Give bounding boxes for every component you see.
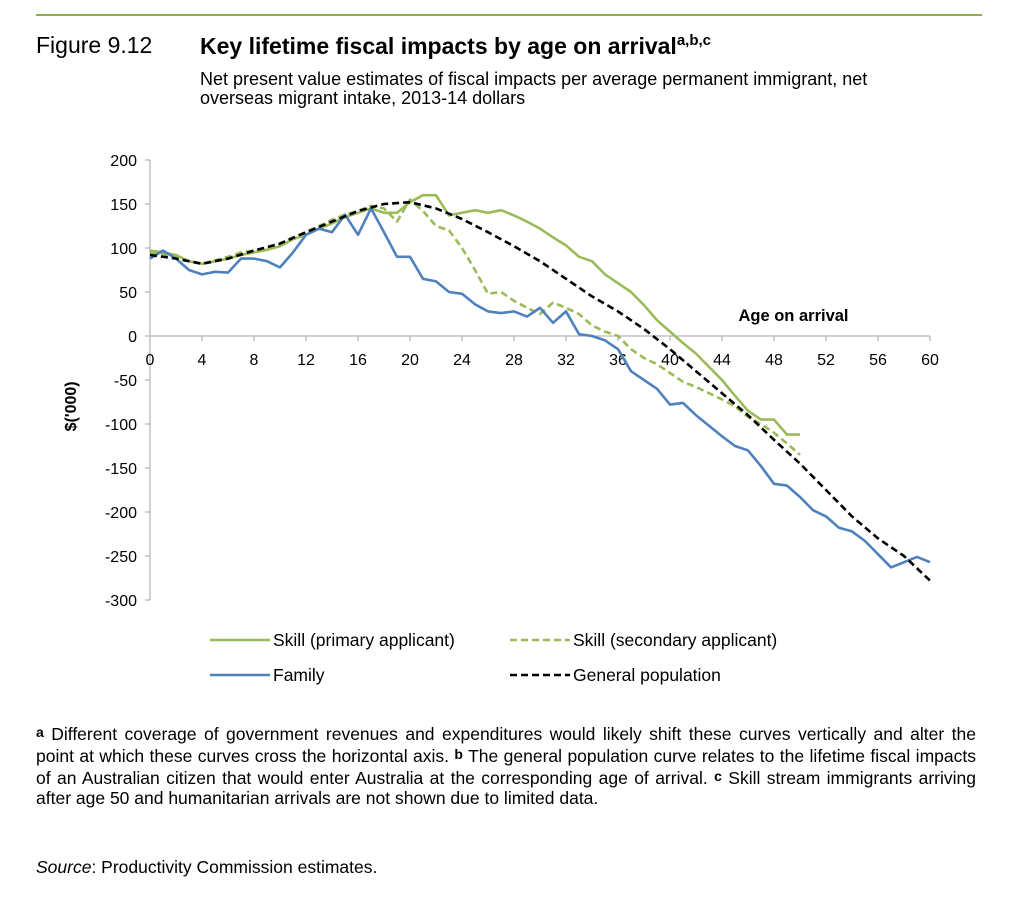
note-a-text: Different coverage of government revenue… — [36, 724, 976, 766]
series-line-2 — [149, 207, 931, 569]
x-tick-label: 16 — [349, 352, 367, 369]
y-tick-label: 50 — [119, 285, 137, 302]
figure-title-text: Key lifetime fiscal impacts by age on ar… — [200, 33, 677, 59]
x-tick-label: 28 — [505, 352, 523, 369]
x-tick-label: 8 — [250, 352, 259, 369]
figure-notes: a Different coverage of government reven… — [36, 722, 976, 808]
y-tick-label: 100 — [110, 241, 137, 258]
note-b-marker: b — [454, 746, 463, 762]
y-tick-label: -50 — [114, 373, 137, 390]
legend-label-0: Skill (primary applicant) — [273, 630, 455, 650]
x-tick-label: 52 — [817, 352, 835, 369]
source-text: : Productivity Commission estimates. — [91, 857, 378, 877]
x-tick-label: 56 — [869, 352, 887, 369]
x-tick-label: 4 — [198, 352, 207, 369]
series-line-0 — [149, 193, 800, 436]
series-line-1 — [149, 198, 801, 456]
y-tick-label: -300 — [105, 593, 137, 610]
x-tick-label: 60 — [921, 352, 939, 369]
legend-label-1: Skill (secondary applicant) — [573, 630, 777, 650]
x-tick-label: 20 — [401, 352, 419, 369]
figure-title: Key lifetime fiscal impacts by age on ar… — [200, 32, 711, 60]
source-label: Source — [36, 857, 92, 877]
legend-label-2: Family — [273, 665, 325, 685]
note-b-text: The general population curve relates to … — [36, 746, 976, 788]
figure-subtitle: Net present value estimates of fiscal im… — [200, 69, 868, 108]
x-axis-title: Age on arrival — [738, 307, 848, 325]
x-tick-label: 24 — [453, 352, 471, 369]
x-tick-label: 40 — [661, 352, 679, 369]
figure-number: Figure 9.12 — [36, 32, 153, 58]
y-tick-label: -200 — [105, 505, 137, 522]
note-c-text: Skill stream immigrants arriving after a… — [36, 768, 977, 808]
y-tick-label: 0 — [128, 329, 137, 346]
legend-label-3: General population — [573, 665, 721, 685]
y-tick-label: -150 — [105, 461, 137, 478]
x-tick-label: 48 — [765, 352, 783, 369]
x-tick-label: 0 — [146, 352, 155, 369]
top-rule — [36, 14, 982, 16]
figure-title-superscript: a,b,c — [676, 32, 711, 49]
x-tick-label: 12 — [297, 352, 315, 369]
y-tick-label: -250 — [105, 549, 137, 566]
y-axis-title: $('000) — [63, 381, 80, 431]
x-tick-label: 32 — [557, 352, 575, 369]
y-tick-label: 150 — [110, 197, 137, 214]
note-c-marker: c — [714, 768, 722, 784]
x-tick-label: 44 — [713, 352, 731, 369]
source-line: Source: Productivity Commission estimate… — [36, 857, 377, 878]
y-tick-label: 200 — [110, 153, 137, 170]
series-line-3 — [149, 200, 931, 582]
y-tick-label: -100 — [105, 417, 137, 434]
note-a-marker: a — [36, 724, 44, 740]
